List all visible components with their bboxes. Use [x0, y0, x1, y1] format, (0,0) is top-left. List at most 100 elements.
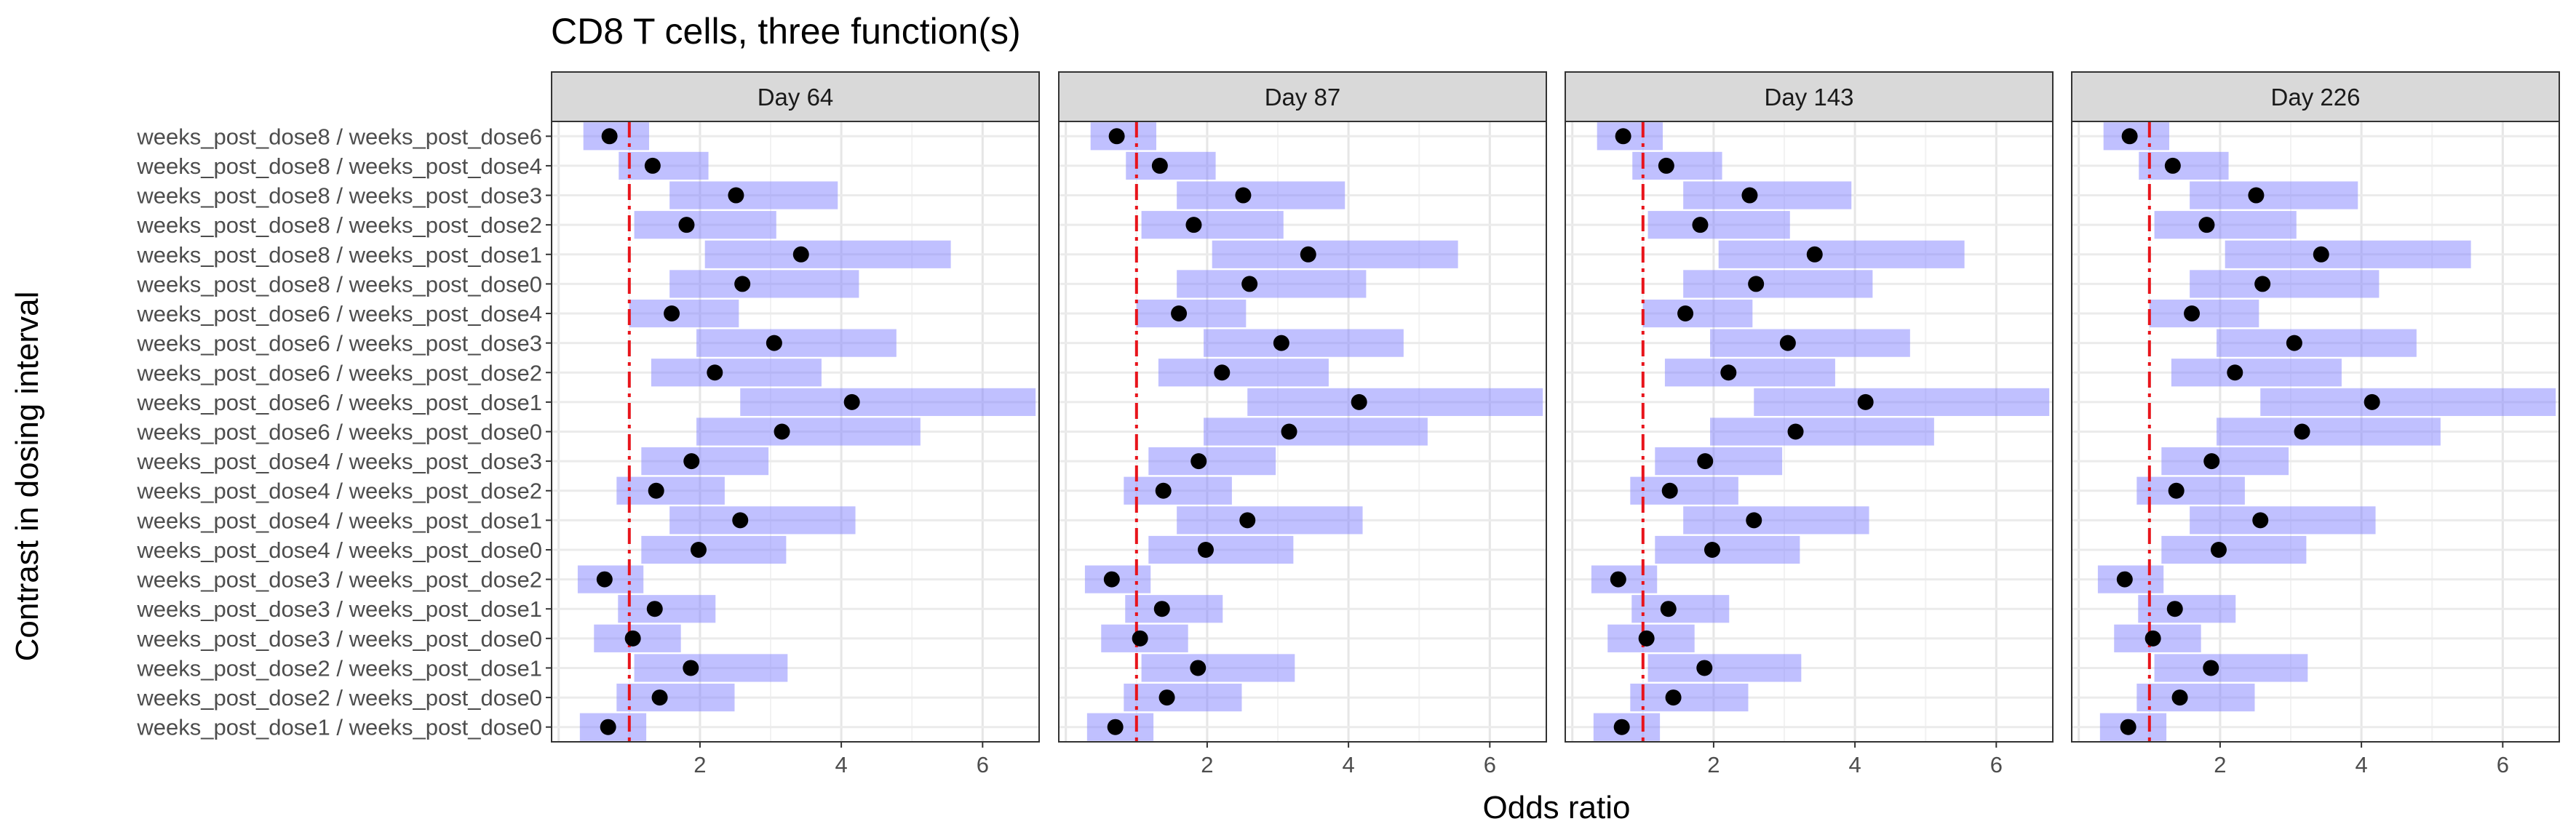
estimate-point [1741, 187, 1758, 204]
estimate-point [648, 482, 664, 499]
y-tick-label: weeks_post_dose8 / weeks_post_dose3 [136, 183, 542, 209]
estimate-point [644, 157, 661, 174]
interval-bar [641, 535, 787, 564]
y-tick-label: weeks_post_dose3 / weeks_post_dose0 [136, 626, 542, 652]
estimate-point [2171, 689, 2188, 706]
interval-bar [1710, 417, 1934, 446]
facet-strip [2071, 71, 2560, 122]
estimate-point [1638, 630, 1655, 647]
estimate-point [2313, 246, 2329, 263]
estimate-point [792, 246, 809, 263]
interval-bar [1655, 535, 1800, 564]
interval-bar [2138, 595, 2236, 623]
x-tick-label: 6 [2497, 752, 2509, 777]
interval-bar [1247, 388, 1543, 416]
estimate-point [2254, 276, 2271, 292]
estimate-point [683, 660, 699, 676]
x-axis-title: Odds ratio [1483, 790, 1631, 825]
interval-bar [1631, 595, 1730, 623]
estimate-point [1155, 482, 1172, 499]
x-tick-label: 4 [1342, 752, 1354, 777]
x-tick-label: 2 [693, 752, 706, 777]
facet-panel: Day 226 2 4 6 [2071, 71, 2560, 777]
estimate-point [1158, 689, 1175, 706]
interval-bar [629, 299, 739, 328]
interval-bar [2190, 506, 2376, 535]
interval-bar [669, 181, 838, 209]
interval-bar [634, 654, 788, 682]
interval-bar [2161, 535, 2307, 564]
interval-bar [1718, 240, 1965, 268]
interval-bar [2136, 683, 2255, 712]
estimate-point [766, 335, 782, 351]
estimate-point [2210, 541, 2227, 558]
interval-bar [1655, 447, 1783, 476]
estimate-point [2116, 571, 2133, 588]
estimate-point [2198, 217, 2215, 233]
estimate-point [2121, 128, 2138, 145]
interval-bar [2154, 654, 2308, 682]
interval-bar [2154, 211, 2297, 239]
facet-strip-label: Day 143 [1765, 84, 1854, 111]
x-tick-label: 6 [1990, 752, 2003, 777]
estimate-point [1787, 423, 1804, 440]
estimate-point [2144, 630, 2161, 647]
estimate-point [843, 393, 860, 410]
facet-panels: weeks_post_dose8 / weeks_post_dose6weeks… [136, 71, 2560, 777]
y-tick-label: weeks_post_dose4 / weeks_post_dose0 [136, 537, 542, 563]
y-tick-label: weeks_post_dose1 / weeks_post_dose0 [136, 715, 542, 740]
estimate-point [2164, 157, 2181, 174]
estimate-point [2120, 719, 2136, 735]
interval-bar [616, 476, 725, 505]
y-tick-label: weeks_post_dose2 / weeks_post_dose1 [136, 655, 542, 681]
panel-border [2071, 121, 2560, 743]
interval-bar [1204, 329, 1404, 357]
interval-bar [1148, 535, 1294, 564]
estimate-point [1692, 217, 1709, 233]
interval-bar [1177, 181, 1345, 209]
interval-bar [1630, 683, 1749, 712]
estimate-point [2364, 393, 2380, 410]
interval-bar [2217, 417, 2441, 446]
estimate-point [1779, 335, 1796, 351]
estimate-point [651, 689, 668, 706]
panel-border [1058, 121, 1547, 743]
estimate-point [1610, 571, 1626, 588]
interval-bar [1177, 506, 1363, 535]
interval-bar [1632, 151, 1722, 180]
y-axis: weeks_post_dose8 / weeks_post_dose6weeks… [136, 124, 552, 740]
estimate-point [600, 719, 616, 735]
interval-bar [1683, 181, 1852, 209]
interval-bar [2139, 151, 2229, 180]
estimate-point [1677, 305, 1694, 322]
estimate-point [2203, 660, 2219, 676]
facet-panel: Day 87 2 4 6 [1058, 71, 1547, 777]
interval-bar [2190, 270, 2380, 298]
estimate-point [1190, 660, 1206, 676]
facet-strip-label: Day 64 [758, 84, 834, 111]
estimate-point [1108, 128, 1125, 145]
estimate-point [1214, 364, 1231, 381]
estimate-point [2252, 512, 2269, 529]
y-tick-label: weeks_post_dose4 / weeks_post_dose2 [136, 479, 542, 504]
estimate-point [1857, 393, 1874, 410]
interval-bar [641, 447, 769, 476]
chart-title: CD8 T cells, three function(s) [551, 11, 1021, 52]
y-tick-label: weeks_post_dose2 / weeks_post_dose0 [136, 685, 542, 711]
interval-bar [1158, 359, 1329, 387]
estimate-point [1300, 246, 1316, 263]
interval-bar [696, 417, 921, 446]
estimate-point [646, 601, 663, 617]
estimate-point [1660, 601, 1677, 617]
interval-bar [696, 329, 897, 357]
estimate-point [1281, 423, 1297, 440]
estimate-point [2166, 601, 2183, 617]
estimate-point [1239, 512, 1256, 529]
x-tick-label: 2 [1707, 752, 1720, 777]
y-tick-label: weeks_post_dose6 / weeks_post_dose4 [136, 301, 542, 327]
interval-bar [669, 506, 856, 535]
estimate-point [624, 630, 641, 647]
y-tick-label: weeks_post_dose8 / weeks_post_dose6 [136, 124, 542, 149]
interval-bar [2171, 359, 2342, 387]
